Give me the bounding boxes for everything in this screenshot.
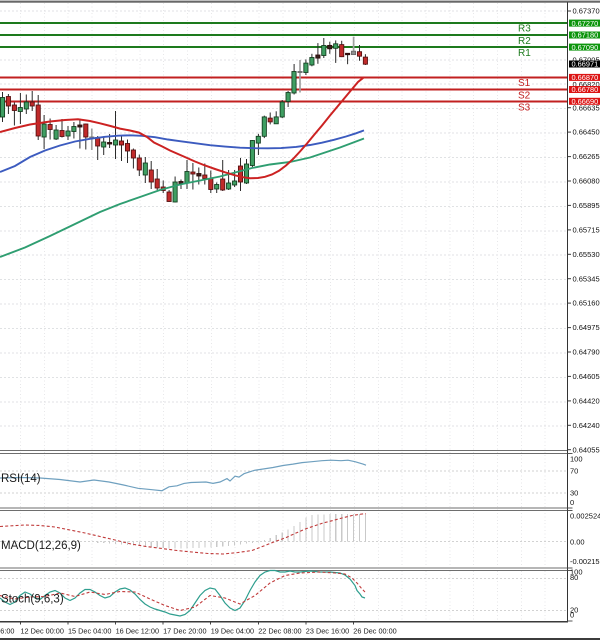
svg-text:0.65715: 0.65715 — [573, 226, 600, 235]
svg-text:12 Dec 00:00: 12 Dec 00:00 — [21, 626, 64, 635]
svg-text:-0.00215: -0.00215 — [570, 557, 600, 566]
svg-text:0.67270: 0.67270 — [572, 19, 599, 28]
svg-text:0.66265: 0.66265 — [573, 152, 600, 161]
svg-text:16 Dec 12:00: 16 Dec 12:00 — [116, 626, 159, 635]
svg-text:0.65345: 0.65345 — [573, 274, 600, 283]
svg-text:0.64605: 0.64605 — [573, 372, 600, 381]
svg-text:0.64790: 0.64790 — [573, 348, 600, 357]
svg-text:Stoch(9,6,3): Stoch(9,6,3) — [1, 594, 64, 606]
svg-text:23 Dec 16:00: 23 Dec 16:00 — [306, 626, 349, 635]
svg-text:0.00: 0.00 — [570, 538, 585, 547]
svg-text:0.64055: 0.64055 — [573, 445, 600, 454]
svg-text:16:00: 16:00 — [0, 626, 14, 635]
svg-text:0.64240: 0.64240 — [573, 421, 600, 430]
svg-text:22 Dec 08:00: 22 Dec 08:00 — [258, 626, 301, 635]
svg-text:80: 80 — [570, 573, 578, 582]
svg-text:15 Dec 04:00: 15 Dec 04:00 — [68, 626, 111, 635]
svg-text:0.66080: 0.66080 — [573, 177, 600, 186]
svg-text:0.66780: 0.66780 — [572, 85, 599, 94]
svg-text:R3: R3 — [518, 24, 531, 35]
svg-text:0.67005: 0.67005 — [573, 56, 600, 65]
svg-text:0: 0 — [570, 611, 574, 620]
svg-text:R1: R1 — [518, 48, 531, 59]
svg-text:0.66450: 0.66450 — [573, 128, 600, 137]
svg-text:20: 20 — [570, 606, 578, 615]
svg-text:MACD(12,26,9): MACD(12,26,9) — [1, 540, 81, 552]
svg-text:0.66635: 0.66635 — [573, 103, 600, 112]
svg-text:100: 100 — [570, 455, 583, 464]
svg-text:S2: S2 — [518, 90, 531, 101]
svg-text:0.64975: 0.64975 — [573, 323, 600, 332]
svg-text:RSI(14): RSI(14) — [1, 473, 41, 485]
svg-text:30: 30 — [570, 489, 578, 498]
svg-text:0.67180: 0.67180 — [572, 31, 599, 40]
svg-text:S1: S1 — [518, 78, 531, 89]
svg-text:0.67370: 0.67370 — [573, 7, 600, 16]
svg-text:0.65895: 0.65895 — [573, 201, 600, 210]
svg-text:0: 0 — [570, 498, 574, 507]
svg-text:0.66870: 0.66870 — [572, 73, 599, 82]
svg-text:19 Dec 04:00: 19 Dec 04:00 — [211, 626, 254, 635]
svg-text:S3: S3 — [518, 102, 531, 113]
svg-text:0.66971: 0.66971 — [572, 60, 599, 69]
svg-text:0.66690: 0.66690 — [572, 97, 599, 106]
svg-text:17 Dec 20:00: 17 Dec 20:00 — [163, 626, 206, 635]
svg-text:100: 100 — [570, 568, 583, 577]
svg-text:0.64420: 0.64420 — [573, 397, 600, 406]
svg-text:26 Dec 00:00: 26 Dec 00:00 — [353, 626, 396, 635]
svg-text:70: 70 — [570, 466, 578, 475]
svg-text:0.65160: 0.65160 — [573, 299, 600, 308]
svg-text:R2: R2 — [518, 36, 531, 47]
svg-text:0.67090: 0.67090 — [572, 43, 599, 52]
svg-text:0.65530: 0.65530 — [573, 250, 600, 259]
svg-text:0.002524: 0.002524 — [570, 511, 600, 520]
svg-text:0.66820: 0.66820 — [573, 80, 600, 89]
